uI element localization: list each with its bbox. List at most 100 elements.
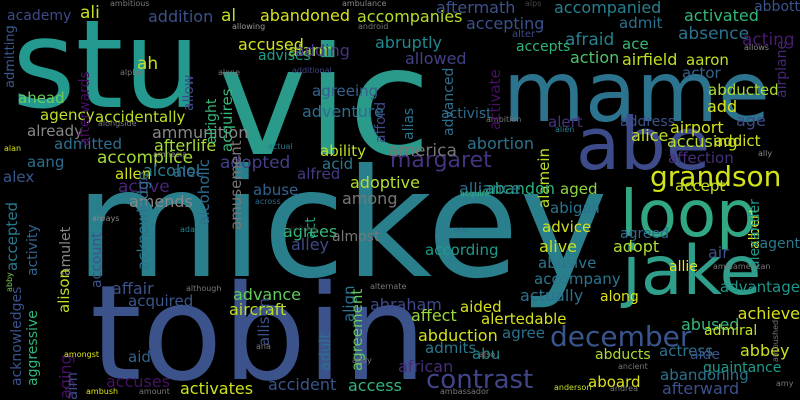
cloud-word: already xyxy=(27,122,84,140)
cloud-word: alive xyxy=(539,237,578,256)
cloud-word: alone xyxy=(218,68,241,77)
cloud-word: ambition xyxy=(486,115,522,124)
cloud-word: agrees xyxy=(283,222,338,241)
cloud-word: airfield xyxy=(622,50,678,69)
cloud-word: stu xyxy=(12,0,201,136)
cloud-word: agreeing xyxy=(312,82,379,100)
cloud-word: alice xyxy=(631,126,669,145)
cloud-word: amnesia xyxy=(153,150,187,159)
cloud-word: adam xyxy=(180,225,203,234)
cloud-word: ambushed xyxy=(771,319,780,362)
cloud-word: activates xyxy=(180,379,254,398)
cloud-word: adopt xyxy=(613,237,660,256)
cloud-word: amends xyxy=(129,192,193,211)
cloud-word: abducts xyxy=(595,347,651,363)
cloud-word: adventure xyxy=(302,102,384,121)
cloud-word: alex xyxy=(3,168,35,186)
cloud-word: aboard xyxy=(588,373,641,391)
cloud-word: acquired xyxy=(128,292,194,310)
cloud-word: allow xyxy=(181,74,197,111)
cloud-word: advanced xyxy=(441,67,457,136)
cloud-word: ago xyxy=(454,225,469,234)
cloud-word: alcohol xyxy=(143,161,201,180)
cloud-word: also xyxy=(479,350,496,359)
cloud-word: afterward xyxy=(662,379,740,398)
cloud-word: account xyxy=(89,232,105,288)
cloud-word: accompany xyxy=(534,270,621,288)
cloud-word: actual xyxy=(268,142,293,151)
cloud-word: academy xyxy=(7,8,72,24)
cloud-word: afterlife xyxy=(154,136,217,155)
cloud-word: adding xyxy=(295,41,350,60)
cloud-word: afraid xyxy=(565,30,615,50)
cloud-word: ancient xyxy=(618,362,648,371)
cloud-word: ace xyxy=(622,35,649,53)
cloud-word: ana xyxy=(256,342,271,351)
cloud-word: air xyxy=(708,243,729,262)
cloud-word: aim xyxy=(63,372,81,400)
cloud-word: admitting xyxy=(3,25,18,88)
cloud-word: addict xyxy=(714,132,761,150)
cloud-word: amy xyxy=(776,379,794,388)
cloud-word: aang xyxy=(27,153,65,171)
cloud-word: affair xyxy=(112,279,154,298)
cloud-word: loop xyxy=(620,178,757,252)
cloud-word: admitted xyxy=(54,135,123,153)
cloud-word: allie xyxy=(669,259,698,275)
cloud-word: alcoholic xyxy=(195,158,213,225)
cloud-word: american xyxy=(733,262,771,271)
cloud-word: accuses xyxy=(106,372,171,391)
cloud-word: grandson xyxy=(650,160,782,193)
cloud-word: accident xyxy=(268,375,337,394)
cloud-word: andrea xyxy=(610,384,638,393)
cloud-word: actress xyxy=(659,342,714,360)
cloud-word: along xyxy=(600,289,639,305)
cloud-word: accompanied xyxy=(554,0,662,17)
cloud-word: agent xyxy=(759,236,800,252)
cloud-word: alliance xyxy=(459,179,521,198)
cloud-word: abbey xyxy=(740,341,790,360)
cloud-word: accept xyxy=(675,177,726,195)
cloud-word: according xyxy=(425,241,499,259)
cloud-word: adopted xyxy=(220,153,291,173)
cloud-word: achieve xyxy=(737,304,800,323)
cloud-word: abruptly xyxy=(375,33,443,52)
cloud-word: allison xyxy=(255,297,273,346)
cloud-word: ambulance xyxy=(342,0,387,8)
cloud-word: aircraft xyxy=(229,300,287,319)
cloud-word: abraham xyxy=(370,295,442,314)
cloud-word: address xyxy=(620,114,676,130)
cloud-word: activated xyxy=(684,6,759,25)
cloud-word: acting xyxy=(742,30,795,50)
cloud-word: ah xyxy=(137,54,159,74)
cloud-word: add xyxy=(707,97,738,116)
cloud-word: abduction xyxy=(418,326,498,345)
cloud-word: alongside xyxy=(98,119,137,128)
cloud-word: andy xyxy=(352,356,372,365)
cloud-word: accepting xyxy=(466,14,545,33)
cloud-word: mame xyxy=(503,43,770,141)
cloud-word: abuse xyxy=(253,181,299,199)
cloud-word: admiral xyxy=(704,323,758,339)
cloud-word: acknowledges xyxy=(9,286,25,386)
cloud-word: vic xyxy=(218,16,431,190)
cloud-word: ambitious xyxy=(110,0,150,8)
cloud-word: aggressive xyxy=(25,310,41,386)
cloud-word: accepts xyxy=(516,39,571,55)
cloud-word: quaintance xyxy=(703,360,782,376)
cloud-word: additional xyxy=(292,66,332,75)
cloud-word: alien xyxy=(555,125,575,134)
cloud-word: aid xyxy=(128,348,151,366)
cloud-word: alert xyxy=(548,113,583,131)
cloud-word: aided xyxy=(460,298,502,316)
cloud-word: mickey xyxy=(75,138,608,312)
cloud-word: al xyxy=(221,6,237,26)
cloud-word: ambush xyxy=(86,387,119,396)
cloud-word: amount xyxy=(139,387,170,396)
cloud-word: afterwards xyxy=(77,71,93,146)
cloud-word: advice xyxy=(542,218,592,236)
cloud-word: aide xyxy=(690,347,720,363)
cloud-word: accepted xyxy=(3,201,21,271)
cloud-word: tobin xyxy=(90,257,427,400)
cloud-word: amusement xyxy=(227,140,245,230)
